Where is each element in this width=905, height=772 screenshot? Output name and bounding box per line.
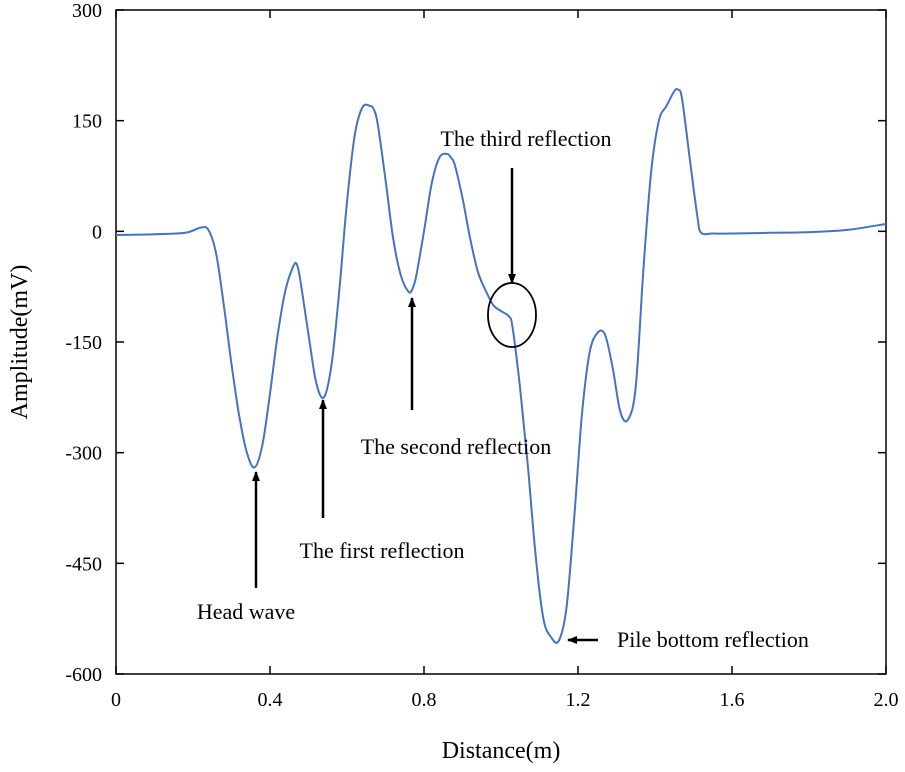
second-reflection-label: The second reflection bbox=[361, 434, 552, 459]
y-axis-title: Amplitude(mV) bbox=[7, 265, 33, 420]
y-tick-label: 300 bbox=[72, 0, 102, 22]
third-reflection-label: The third reflection bbox=[440, 126, 611, 151]
first-reflection-label: The first reflection bbox=[300, 538, 465, 563]
x-tick-label: 2.0 bbox=[874, 689, 899, 711]
head-wave-label: Head wave bbox=[197, 599, 295, 624]
x-tick-label: 0.4 bbox=[258, 689, 283, 711]
y-tick-label: -450 bbox=[65, 553, 102, 575]
y-tick-label: 0 bbox=[92, 221, 102, 243]
tick-marks bbox=[115, 9, 887, 675]
tick-labels: 0 0.4 0.8 1.2 1.6 2.0 300 150 0 -150 -300 -450 -600 bbox=[65, 0, 898, 711]
x-tick-label: 1.2 bbox=[566, 689, 591, 711]
y-tick-label: -300 bbox=[65, 443, 102, 465]
y-tick-label: -600 bbox=[65, 664, 102, 686]
plot-frame bbox=[115, 9, 887, 675]
x-tick-label: 1.6 bbox=[720, 689, 745, 711]
y-tick-label: 150 bbox=[72, 111, 102, 133]
x-tick-label: 0 bbox=[111, 689, 121, 711]
pile-bottom-reflection-label: Pile bottom reflection bbox=[617, 627, 809, 652]
x-axis-title: Distance(m) bbox=[442, 738, 561, 764]
y-tick-label: -150 bbox=[65, 332, 102, 354]
signal-line bbox=[115, 87, 887, 644]
x-tick-label: 0.8 bbox=[412, 689, 437, 711]
annotations: Head wave The first reflection The second … bbox=[197, 126, 809, 652]
third-reflection-circle bbox=[487, 282, 537, 348]
